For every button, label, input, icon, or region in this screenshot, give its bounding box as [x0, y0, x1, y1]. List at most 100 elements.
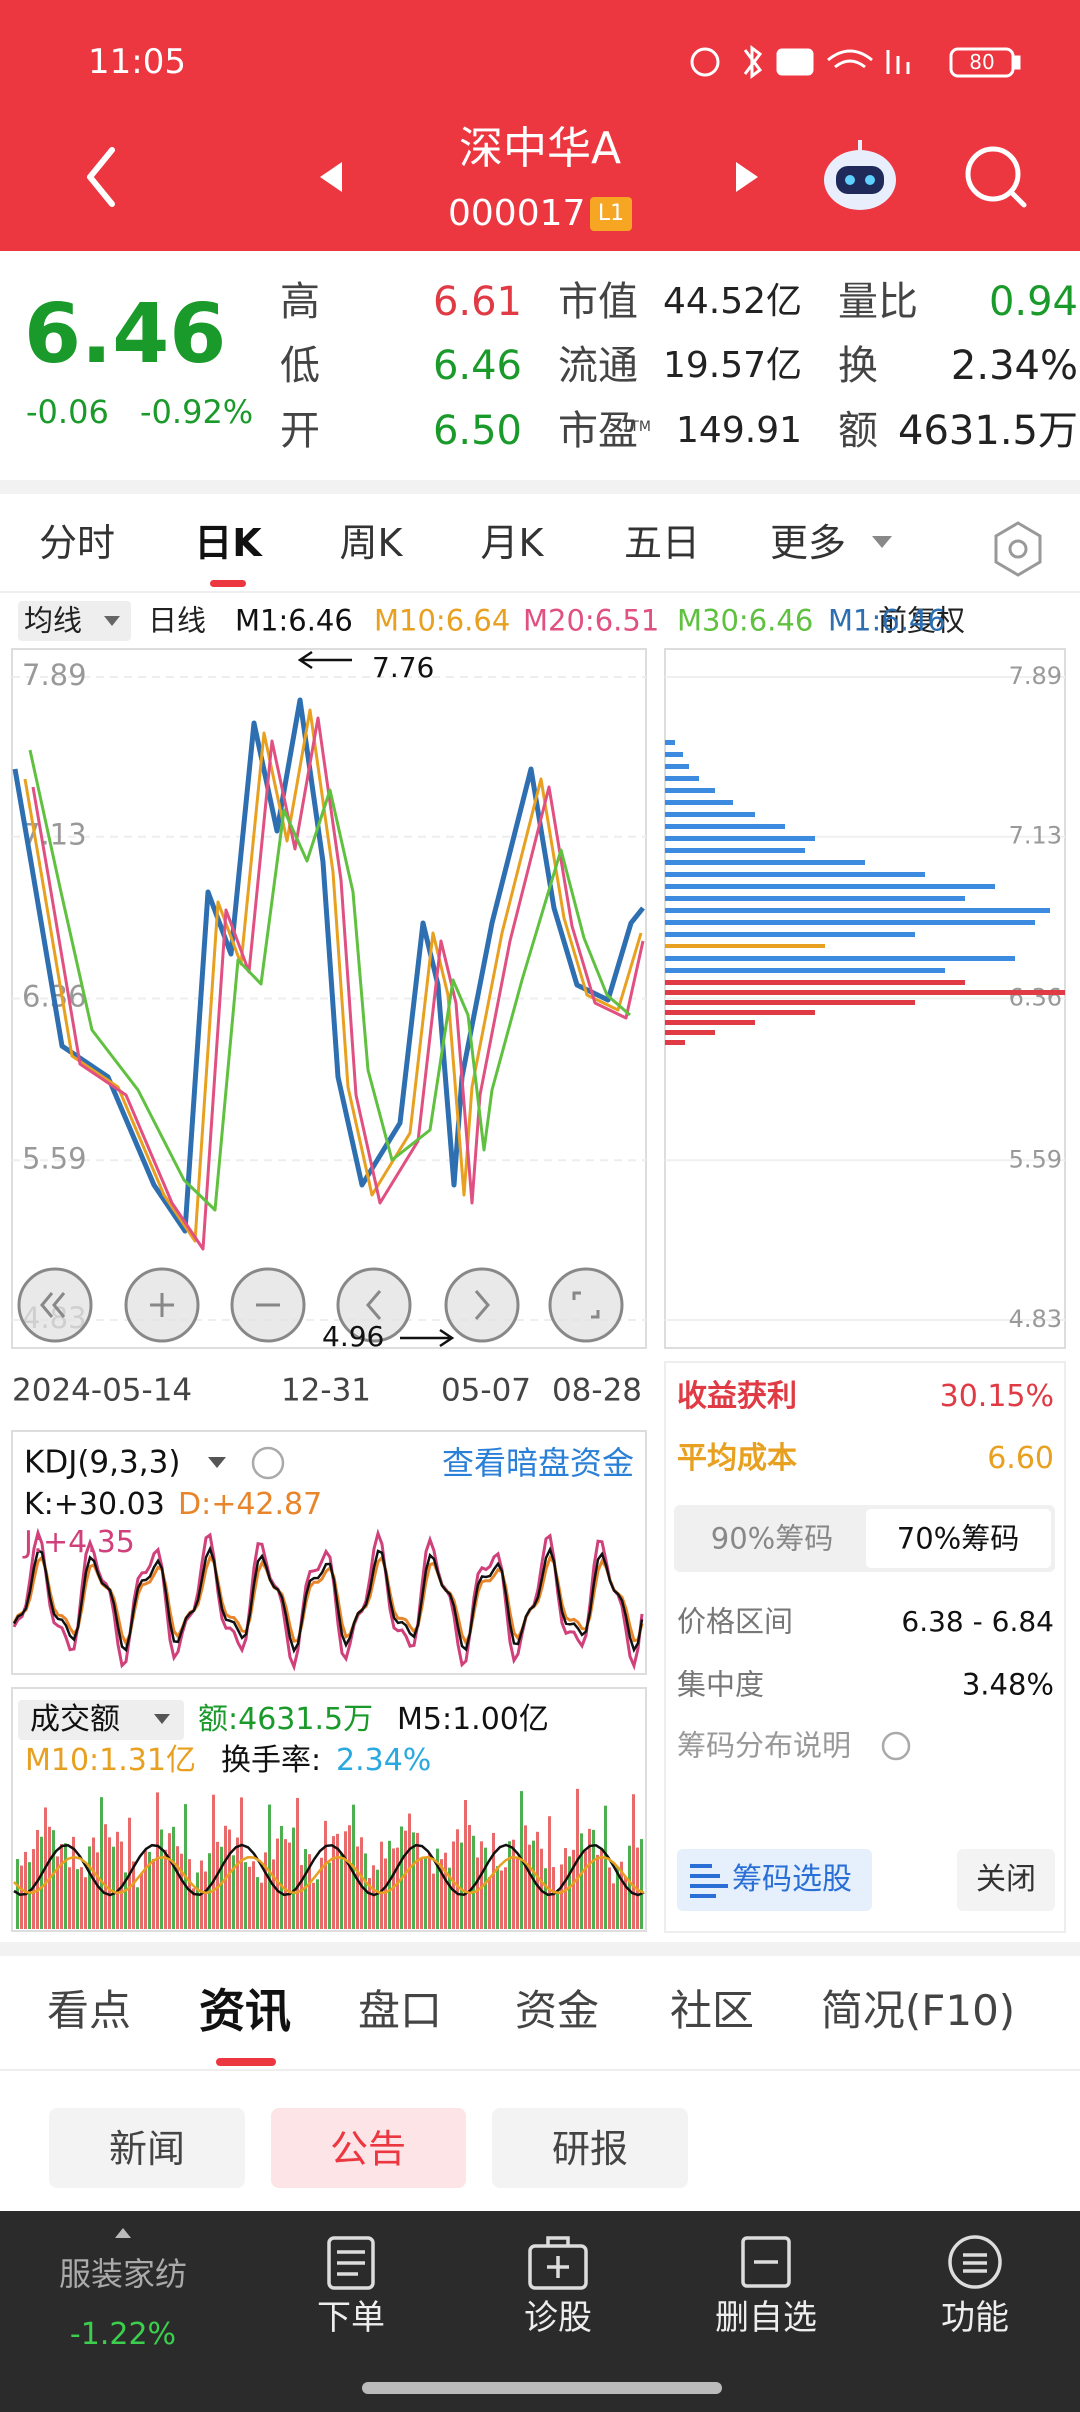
y-tick-label: 6.36 [1009, 984, 1062, 1012]
volume-texture [620, 1861, 623, 1929]
chart-tab[interactable]: 日K [194, 521, 262, 565]
info-tab[interactable]: 资讯 [199, 1984, 291, 2038]
chip-select[interactable]: 筹码选股 [732, 1862, 852, 1897]
volume-texture [536, 1831, 539, 1929]
back-button[interactable] [87, 147, 115, 207]
volume-texture [236, 1837, 239, 1929]
volume-texture [84, 1877, 87, 1929]
chart-tab[interactable]: 分时 [38, 521, 116, 565]
volume-ma-line [13, 1855, 645, 1895]
info-tab[interactable]: 盘口 [357, 1986, 443, 2035]
settings-icon[interactable] [994, 521, 1042, 577]
volume-texture [60, 1844, 63, 1929]
kdj-title[interactable]: KDJ(9,3,3) [24, 1444, 181, 1481]
volume-texture [340, 1853, 343, 1929]
chip-select-button[interactable] [677, 1849, 872, 1911]
volume-texture [112, 1846, 115, 1929]
chip-toggle-option[interactable]: 90%筹码 [710, 1521, 834, 1556]
bottom-action[interactable]: 诊股 [524, 2298, 592, 2338]
chart-tab[interactable]: 周K [339, 521, 403, 565]
volume-texture [432, 1873, 435, 1929]
assistant-icon[interactable] [824, 140, 896, 210]
volume-texture [172, 1826, 175, 1929]
kdj-frame [11, 1430, 647, 1675]
volume-m10: M10:1.31亿 [25, 1743, 196, 1778]
quote-label: 低 [280, 343, 320, 389]
volume-texture [40, 1836, 43, 1929]
info-tab[interactable]: 简况(F10) [820, 1986, 1016, 2035]
bottom-action[interactable]: 下单 [317, 2298, 385, 2338]
adjust-label[interactable]: 前复权 [877, 603, 965, 638]
volume-texture [76, 1869, 79, 1929]
volume-title[interactable]: 成交额 [30, 1702, 120, 1737]
chip-help[interactable]: 筹码分布说明 [677, 1728, 852, 1763]
home-indicator [362, 2382, 722, 2394]
sector-name[interactable]: 服装家纺 [58, 2255, 188, 2293]
volume-texture [192, 1888, 195, 1929]
chip-toggle-active[interactable] [866, 1509, 1051, 1568]
chart-controls[interactable] [17, 1267, 624, 1343]
sub-tab[interactable]: 公告 [329, 2127, 407, 2171]
quote-label: 高 [280, 279, 320, 325]
volume-texture [608, 1867, 611, 1929]
quote-value: 4631.5万 [898, 408, 1078, 454]
sub-tab-bg[interactable] [49, 2108, 245, 2188]
next-stock[interactable] [736, 162, 758, 192]
ma-selector-label[interactable]: 均线 [24, 603, 83, 638]
y-tick-label: 7.13 [1009, 822, 1062, 850]
chart-tab[interactable]: 五日 [623, 521, 701, 565]
level-label: L1 [597, 201, 625, 226]
volume-texture [528, 1844, 531, 1929]
ma-selector[interactable] [18, 601, 131, 641]
chart-tab[interactable]: 月K [480, 521, 544, 565]
sub-tab-bg[interactable] [492, 2108, 688, 2188]
volume-selector[interactable] [18, 1700, 184, 1740]
chip-toggle-option[interactable]: 70%筹码 [896, 1521, 1020, 1556]
search-icon[interactable] [965, 146, 1027, 208]
sub-tab-bg-active[interactable] [271, 2108, 466, 2188]
chart-tab[interactable]: 更多 [769, 521, 847, 565]
volume-texture [232, 1855, 235, 1929]
info-tab[interactable]: 看点 [46, 1986, 132, 2035]
bottom-action[interactable]: 删自选 [715, 2298, 817, 2338]
separator [0, 480, 1080, 494]
last-price: 6.46 [24, 287, 227, 382]
volume-texture [324, 1820, 327, 1929]
volume-texture [296, 1797, 299, 1929]
status-icons [690, 45, 1021, 79]
volume-texture [560, 1864, 563, 1929]
concentration-label: 集中度 [677, 1667, 765, 1702]
info-tab[interactable]: 社区 [669, 1986, 755, 2035]
y-tick-label: 7.89 [22, 658, 87, 692]
period-label: 日线 [148, 603, 207, 638]
y-tick-label: 4.83 [1009, 1305, 1062, 1333]
kdj-d: D:+42.87 [178, 1487, 323, 1522]
volume-texture [104, 1824, 107, 1929]
volume-texture [320, 1857, 323, 1929]
kdj-link[interactable]: 查看暗盘资金 [441, 1444, 634, 1482]
list-icon [690, 1864, 728, 1898]
volume-texture [20, 1865, 23, 1929]
help-icon[interactable] [251, 1446, 285, 1480]
volume-texture [640, 1839, 643, 1929]
close[interactable]: 关闭 [976, 1862, 1036, 1897]
sub-tab[interactable]: 新闻 [108, 2127, 186, 2171]
bottom-action[interactable]: 功能 [941, 2298, 1009, 2338]
volume-texture [328, 1862, 331, 1929]
volume-texture [604, 1805, 607, 1929]
prev-stock[interactable] [320, 162, 342, 192]
volume-texture [276, 1838, 279, 1929]
volume-texture [100, 1797, 103, 1929]
volume-texture [300, 1865, 303, 1929]
sub-tab[interactable]: 研报 [551, 2127, 629, 2171]
volume-texture [260, 1882, 263, 1929]
info-tab[interactable]: 资金 [514, 1986, 600, 2035]
volume-texture [368, 1878, 371, 1929]
dropdown-arrow [154, 1714, 170, 1724]
help-icon[interactable] [881, 1731, 911, 1761]
volume-texture [388, 1840, 391, 1929]
expand-arrow[interactable] [115, 2228, 131, 2238]
quote-value: 149.91 [676, 410, 802, 451]
close-button[interactable] [957, 1849, 1055, 1911]
volume-texture [116, 1831, 119, 1929]
